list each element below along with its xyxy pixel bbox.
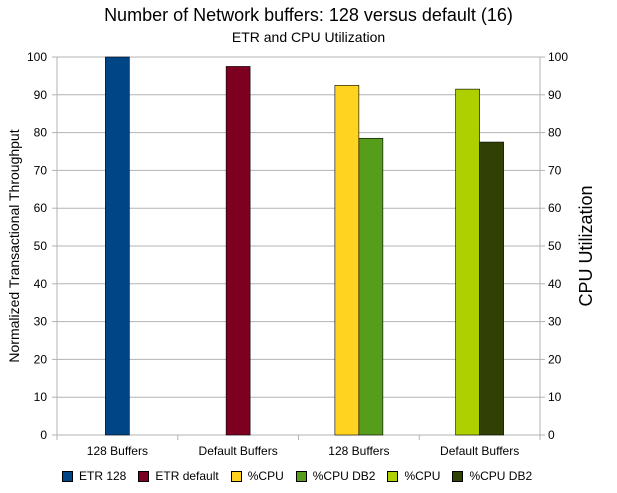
y2-tick-label: 90 [548, 88, 562, 102]
legend-swatch [62, 470, 73, 482]
y-tick-label: 70 [34, 163, 48, 177]
x-tick-label: Default Buffers [440, 444, 519, 458]
y2-tick-label: 40 [548, 277, 562, 291]
legend-item: %CPU [230, 469, 284, 483]
y2-tick-label: 70 [548, 163, 562, 177]
legend-label: %CPU DB2 [312, 469, 376, 483]
legend-item: %CPU DB2 [452, 469, 532, 483]
legend-label: %CPU [404, 469, 441, 483]
bar [479, 141, 504, 436]
chart-legend: ETR 128 ETR default %CPU %CPU DB2 %CPU %CPU D… [62, 467, 544, 485]
legend-item: %CPU DB2 [295, 469, 376, 483]
y2-tick-label: 20 [548, 352, 562, 366]
legend-label: ETR default [155, 469, 219, 483]
y-tick-label: 90 [34, 88, 48, 102]
legend-item: %CPU [387, 469, 440, 483]
y-tick-label: 30 [34, 315, 48, 329]
y-tick-label: 100 [27, 50, 47, 64]
y-axis-label: Normalized Transactional Throughput [6, 129, 22, 362]
legend-label: %CPU [247, 469, 284, 483]
x-tick-label: 128 Buffers [328, 444, 389, 458]
bar [225, 66, 251, 436]
legend-swatch [230, 470, 242, 482]
bar [358, 137, 384, 436]
legend-swatch [295, 470, 307, 482]
y-tick-label: 10 [34, 390, 48, 404]
x-tick-label: 128 Buffers [87, 444, 148, 458]
y-tick-label: 40 [34, 277, 48, 291]
y2-tick-label: 80 [548, 126, 562, 140]
y-tick-label: 0 [40, 428, 47, 442]
y2-tick-label: 0 [548, 428, 555, 442]
bar [334, 85, 360, 436]
legend-swatch [138, 470, 150, 482]
legend-label: ETR 128 [79, 469, 127, 483]
y2-axis-label: CPU Utilization [576, 185, 596, 306]
y2-tick-label: 100 [548, 50, 568, 64]
y-tick-label: 20 [34, 352, 48, 366]
bar [105, 56, 130, 436]
legend-swatch [387, 470, 399, 482]
y-tick-label: 60 [34, 201, 48, 215]
bar-chart: 0 0 10 10 20 20 30 30 40 40 50 50 60 60 70 70 80 80 90 90 10… [6, 50, 596, 458]
y2-tick-label: 10 [548, 390, 562, 404]
x-tick-label: Default Buffers [199, 444, 278, 458]
legend-item: ETR 128 [62, 469, 126, 483]
y-tick-label: 80 [34, 126, 48, 140]
y-tick-label: 50 [34, 239, 48, 253]
chart-subtitle: ETR and CPU Utilization [231, 29, 386, 45]
legend-label: %CPU DB2 [469, 469, 533, 483]
chart-title: Number of Network buffers: 128 versus de… [104, 5, 513, 25]
y2-tick-label: 60 [548, 201, 562, 215]
y2-tick-label: 30 [548, 315, 562, 329]
legend-swatch [452, 470, 464, 482]
bar [455, 88, 480, 436]
legend-item: ETR default [138, 469, 219, 483]
y2-tick-label: 50 [548, 239, 562, 253]
